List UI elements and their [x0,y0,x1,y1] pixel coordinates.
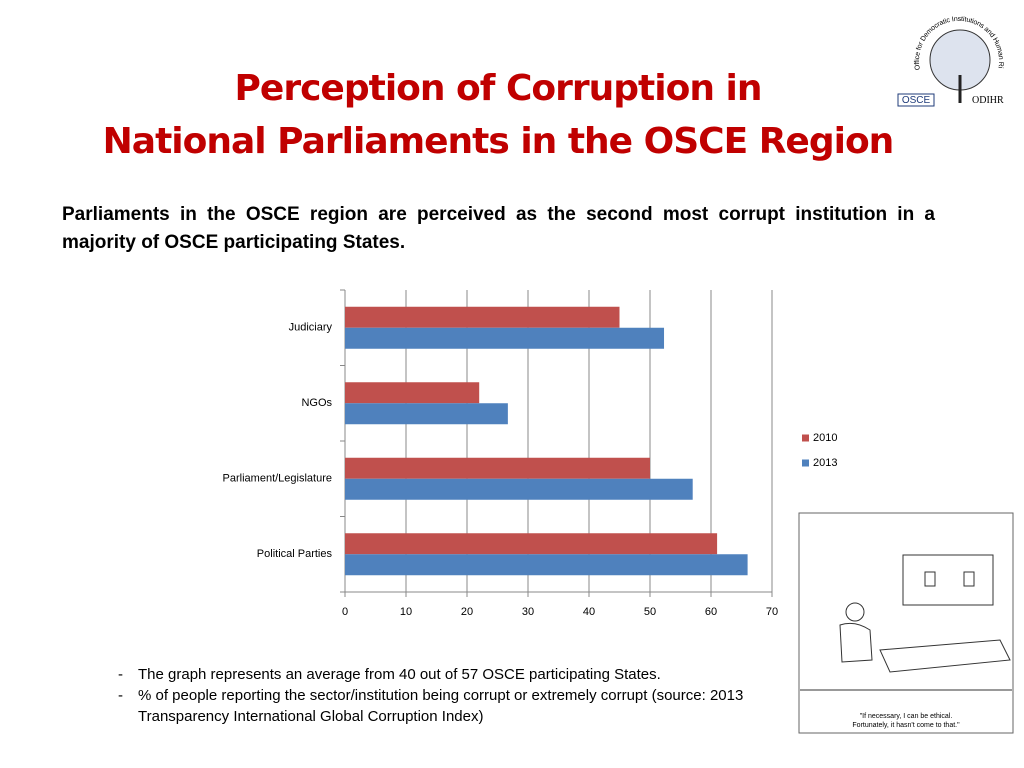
cartoon-frame-pic [963,571,975,587]
note: The graph represents an average from 40 … [118,664,758,685]
y-tick-label: NGOs [301,397,332,409]
notes: The graph represents an average from 40 … [118,664,758,727]
cartoon [798,512,1014,734]
cartoon-caption: Fortunately, it hasn't come to that." [852,722,960,729]
cartoon-caption: "If necessary, I can be ethical. [860,713,953,720]
bar [345,478,693,500]
logo: Office for Democratic Institutions and H… [0,0,1004,107]
x-tick-label: 10 [400,606,412,618]
bar [345,554,748,576]
x-tick-label: 60 [705,606,717,618]
y-tick-label: Political Parties [257,548,333,560]
bar [345,457,650,479]
cartoon-body [839,622,873,663]
cartoon-frame-pic [924,571,936,587]
cartoon-window [902,554,994,606]
note: % of people reporting the sector/institu… [118,685,758,727]
logo-arc-text: Office for Democratic Institutions and H… [0,0,1004,71]
cartoon-frame [798,512,1014,734]
cartoon-head [845,602,865,622]
x-tick-label: 0 [342,606,348,618]
x-tick-label: 50 [644,606,656,618]
x-tick-label: 30 [522,606,534,618]
y-tick-label: Judiciary [289,322,333,334]
bar [345,306,620,328]
intro-text: Parliaments in the OSCE region are perce… [62,204,935,253]
x-tick-label: 40 [583,606,595,618]
bar [345,382,480,404]
bar [345,533,718,555]
logo-box [897,93,935,107]
x-tick-label: 20 [461,606,473,618]
logo-left: OSCE [902,95,931,106]
legend-swatch [802,459,809,467]
legend-label: 2010 [813,432,837,444]
logo-right: ODIHR [972,95,1004,106]
legend-swatch [802,434,809,442]
title-line: Perception of Corruption in [234,68,763,109]
x-tick-label: 70 [766,606,778,618]
bar [345,403,508,425]
logo-arc: Office for Democratic Institutions and H… [0,0,1004,71]
y-tick-label: Parliament/Legislature [223,473,332,485]
legend-label: 2013 [813,457,837,469]
bar [345,327,665,349]
title-line: National Parliaments in the OSCE Region [102,121,895,162]
cartoon-desk [879,639,1011,673]
